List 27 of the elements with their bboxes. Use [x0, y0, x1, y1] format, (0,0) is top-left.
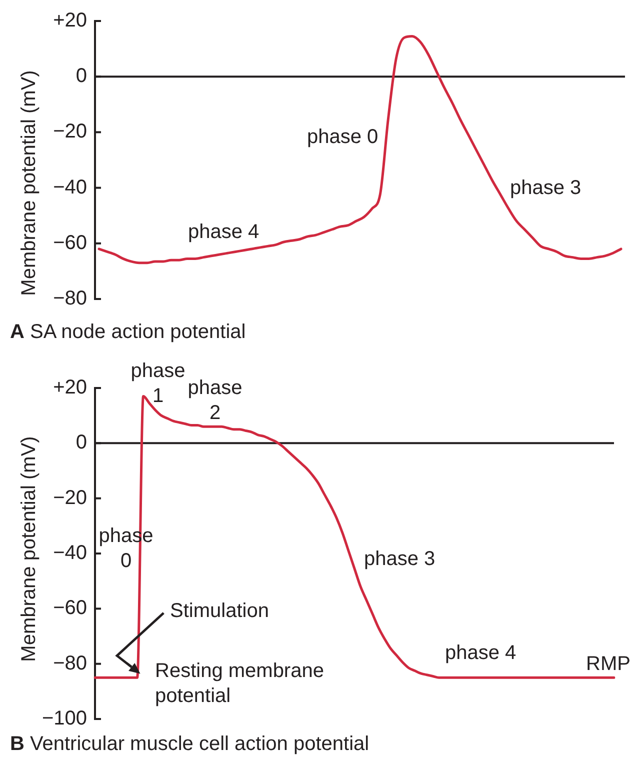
y-tick-label: +20: [53, 376, 87, 399]
y-tick-label: −100: [42, 708, 87, 730]
annotation: phase 0: [307, 124, 378, 150]
y-axis-title: Membrane potential (mV): [17, 70, 41, 296]
y-axis-title: Membrane potential (mV): [17, 436, 41, 662]
y-tick-label: −40: [53, 542, 87, 564]
annotation: RMP: [586, 652, 630, 676]
annotation: phase 1: [130, 358, 186, 408]
annotation: Resting membrane potential: [155, 658, 325, 708]
annotation: phase 4: [188, 220, 260, 244]
annotation: Stimulation: [170, 598, 269, 624]
y-tick-label: −40: [53, 176, 87, 198]
y-tick-label: 0: [76, 432, 87, 454]
annotation: phase 2: [186, 376, 244, 426]
y-tick-label: −80: [53, 652, 87, 674]
y-tick-label: 0: [76, 65, 87, 88]
text: B Ventricular muscle cell action potential: [10, 732, 370, 756]
annotation: phase 3: [510, 176, 582, 200]
text: A SA node action potential: [10, 320, 246, 344]
y-tick-label: −80: [53, 288, 87, 310]
y-tick-label: −60: [53, 597, 87, 620]
annotation: phase 3: [364, 546, 436, 572]
y-tick-label: −20: [53, 486, 87, 509]
y-tick-label: −60: [53, 232, 87, 254]
y-tick-label: +20: [53, 10, 87, 32]
annotation: phase 4: [445, 640, 516, 666]
y-tick-label: −20: [53, 120, 87, 143]
